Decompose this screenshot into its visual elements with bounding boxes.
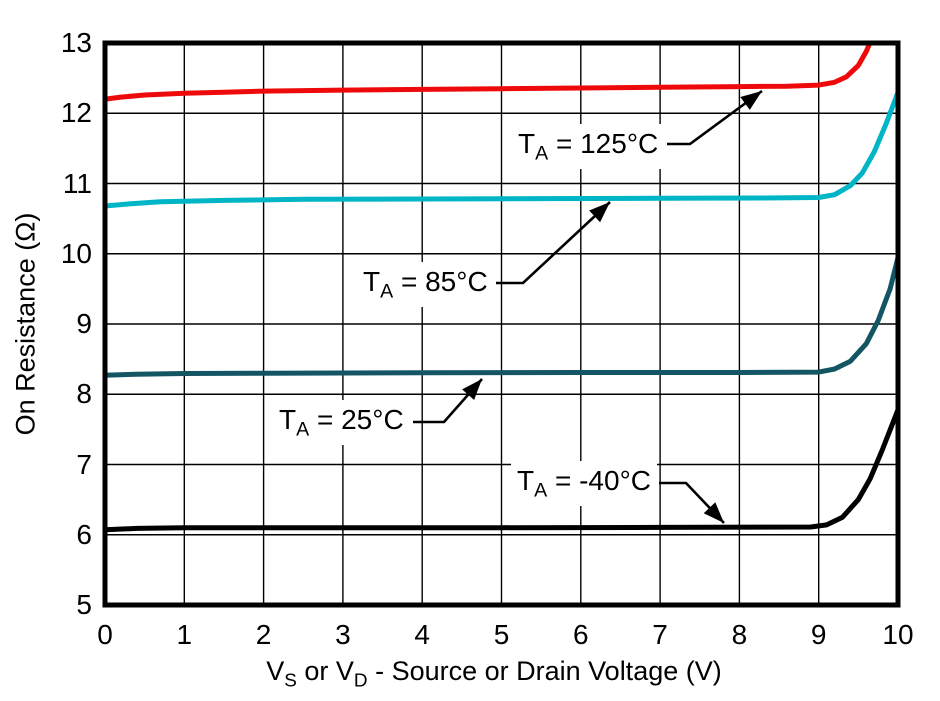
- y-tick-label: 5: [76, 589, 92, 620]
- series-curves: [105, 43, 898, 533]
- x-tick-label: 3: [335, 619, 351, 650]
- x-axis-title-subscript: S: [284, 670, 297, 692]
- plot-frame: [102, 40, 901, 608]
- annotation-subscript: A: [380, 280, 394, 303]
- curve--40c: [105, 408, 898, 533]
- y-tick-label: 10: [60, 237, 92, 269]
- y-tick-label: 9: [76, 308, 92, 339]
- y-tick-label: 6: [76, 518, 92, 550]
- leader-line: [496, 201, 611, 285]
- curve-125c: [105, 43, 873, 102]
- annotation-text: T: [518, 128, 536, 159]
- x-axis-title-subscript: D: [353, 670, 368, 692]
- annotation-125c: TA = 125°C: [512, 124, 665, 170]
- y-tick-label: 12: [60, 97, 92, 129]
- annotation-text: = 85°C: [393, 266, 488, 297]
- x-tick-label: 5: [493, 619, 510, 650]
- x-axis-title: VS or VD - Source or Drain Voltage (V): [266, 656, 721, 692]
- x-tick-label: 2: [255, 619, 272, 650]
- annotation-text: = 125°C: [548, 128, 659, 159]
- annotation-25c: TA = 25°C: [273, 400, 410, 446]
- leader-line: [667, 89, 763, 146]
- x-tick-label: 0: [97, 619, 113, 650]
- x-tick-label: 9: [810, 619, 827, 650]
- x-tick-label: 1: [176, 619, 193, 650]
- y-tick-label: 8: [76, 378, 92, 410]
- annotation-text: T: [363, 266, 381, 297]
- x-tick-label: 7: [652, 619, 668, 650]
- annotation-text: = -40°C: [547, 465, 651, 496]
- x-tick-label: 10: [882, 619, 914, 650]
- annotation-text: T: [279, 404, 297, 435]
- arrowhead-icon: [703, 502, 724, 523]
- annotation-text: T: [517, 465, 535, 496]
- annotation-text: = 25°C: [309, 404, 404, 435]
- x-tick-label: 8: [731, 619, 748, 650]
- arrowhead-icon: [740, 91, 762, 110]
- x-tick-label: 6: [573, 619, 589, 650]
- curve-85c: [105, 91, 898, 209]
- arrowhead-icon: [589, 202, 610, 223]
- annotation-leaders: [413, 89, 763, 524]
- x-axis-title-text: V: [266, 656, 285, 686]
- y-tick-label: 13: [60, 27, 92, 58]
- y-tick-label: 11: [62, 167, 92, 199]
- x-axis-title-text: - Source or Drain Voltage (V): [367, 656, 722, 686]
- arrowhead-icon: [462, 379, 482, 400]
- annotation-subscript: A: [296, 418, 310, 441]
- y-tick-label: 7: [76, 448, 92, 480]
- annotation-minus40c: TA = -40°C: [511, 461, 657, 507]
- annotation-85c: TA = 85°C: [357, 262, 494, 308]
- x-axis-title-text: or V: [296, 656, 354, 686]
- curve-25c: [105, 256, 898, 378]
- annotation-subscript: A: [534, 479, 548, 502]
- annotation-subscript: A: [535, 142, 549, 165]
- gridlines: [105, 43, 898, 605]
- x-tick-label: 4: [414, 619, 430, 650]
